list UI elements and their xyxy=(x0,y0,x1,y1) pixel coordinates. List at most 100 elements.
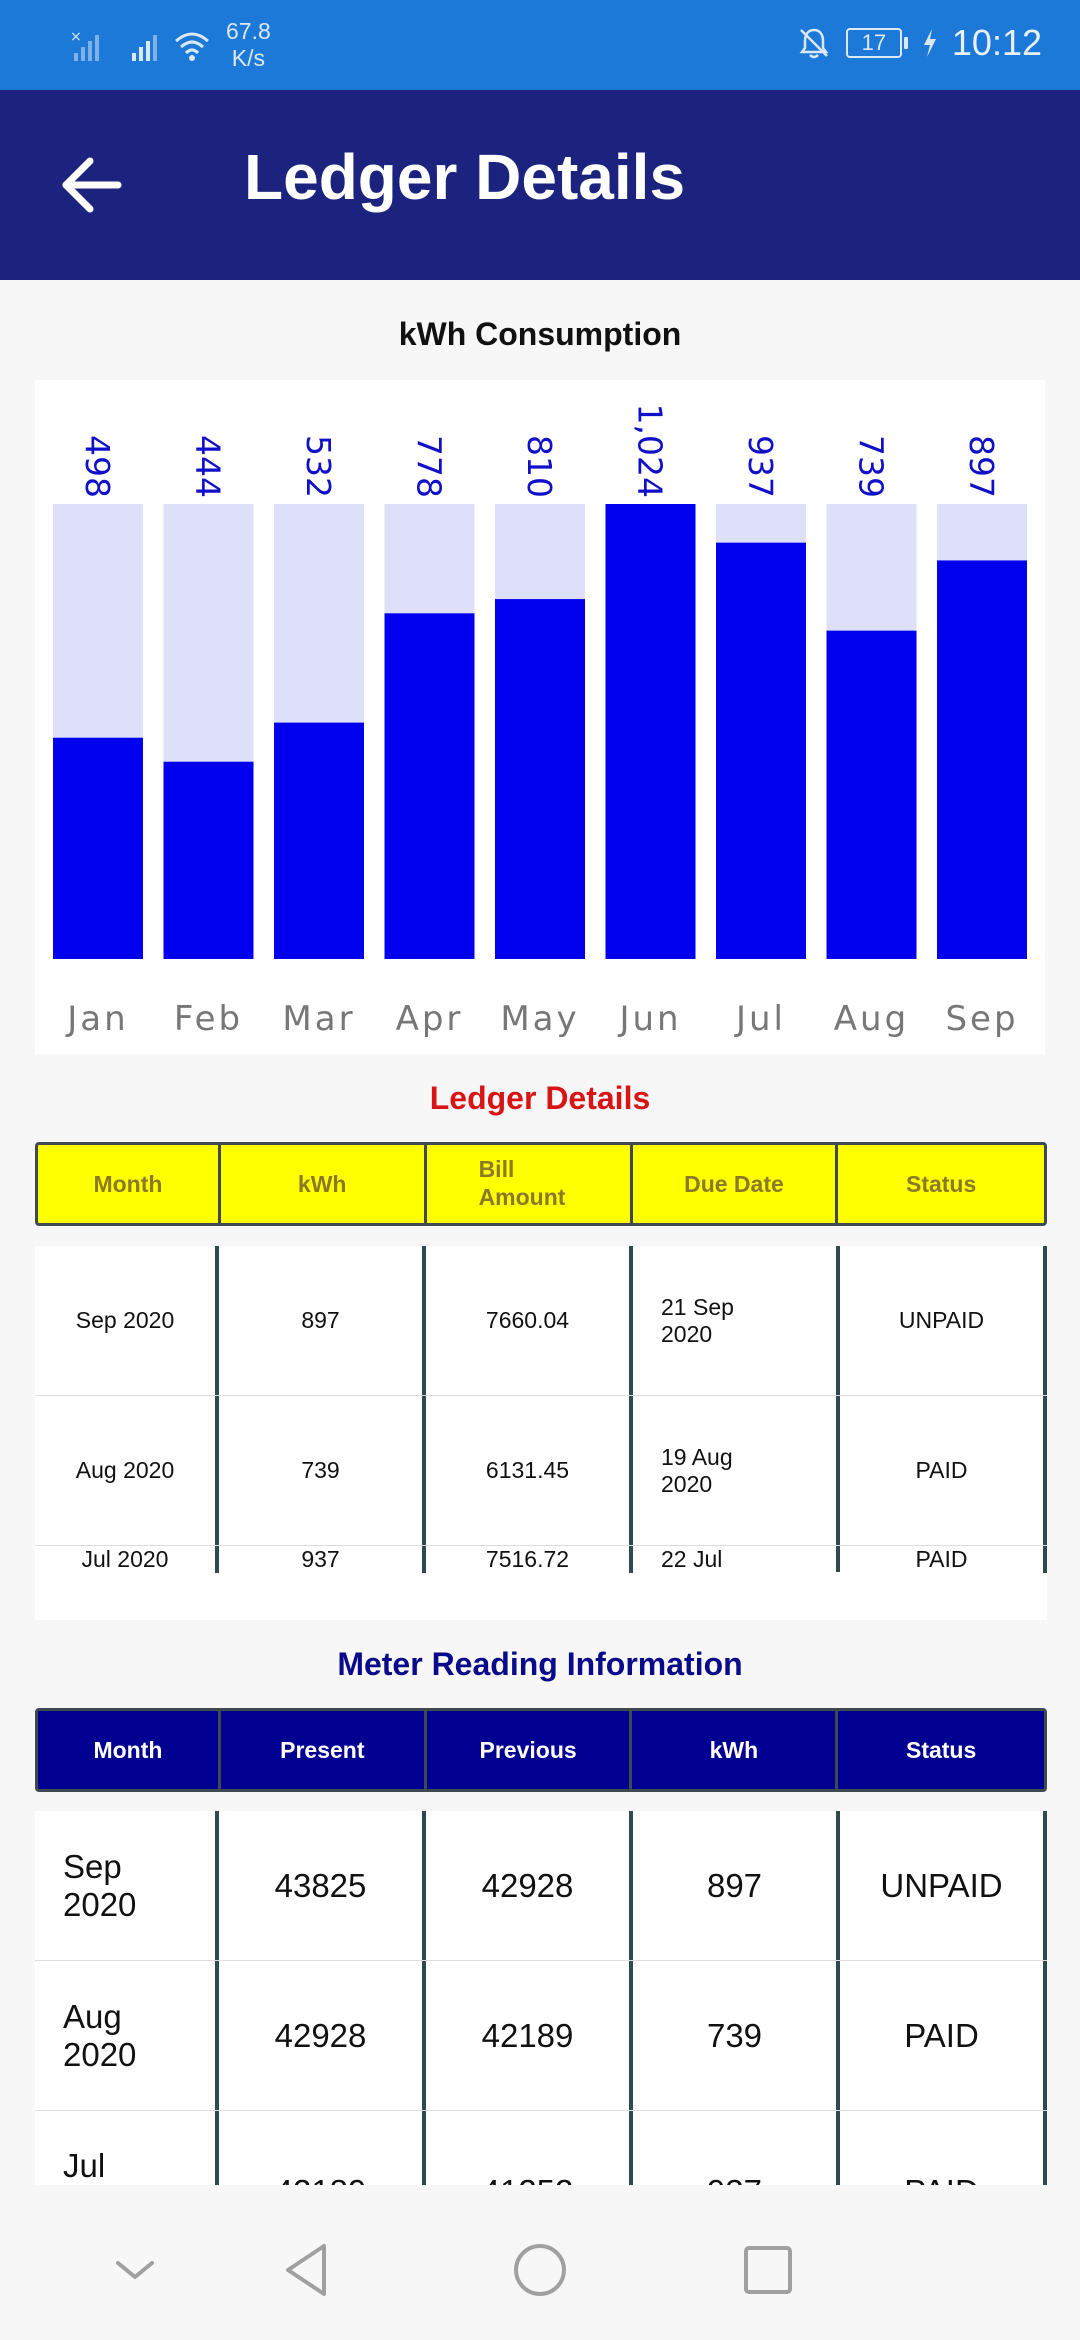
bar-feb[interactable] xyxy=(163,761,254,959)
ledger-due-cell: 22 Jul xyxy=(633,1546,840,1573)
ledger-due-cell: 21 Sep 2020 xyxy=(633,1246,840,1395)
ledger-status-cell: UNPAID xyxy=(840,1246,1047,1395)
ledger-col-status: Status xyxy=(905,1170,977,1197)
bar-apr[interactable] xyxy=(384,613,475,959)
nav-home-button[interactable] xyxy=(480,2200,600,2340)
x-tick-label: Aug xyxy=(834,999,909,1039)
bar-value-label: 897 xyxy=(962,435,1001,498)
battery-level: 17 xyxy=(845,28,902,58)
x-tick-label: Jul xyxy=(734,999,786,1039)
ledger-due-cell: 19 Aug 2020 xyxy=(633,1396,840,1545)
bar-value-label: 739 xyxy=(852,435,891,498)
ledger-status-cell: PAID xyxy=(840,1546,1047,1573)
wifi-icon xyxy=(175,32,209,61)
system-nav-bar xyxy=(0,2200,1080,2340)
meter-status-cell: UNPAID xyxy=(840,1811,1047,1960)
ledger-month-cell: Sep 2020 xyxy=(35,1246,219,1395)
bar-may[interactable] xyxy=(495,599,585,959)
meter-month-cell: Sep 2020 xyxy=(35,1811,219,1960)
nav-recent-button[interactable] xyxy=(708,2200,828,2340)
meter-previous-cell: 42928 xyxy=(426,1811,633,1960)
bar-value-label: 778 xyxy=(410,435,449,498)
meter-month-text: Aug 2020 xyxy=(63,1997,137,2073)
bar-jul[interactable] xyxy=(716,542,806,959)
ledger-table-body[interactable]: Sep 2020 897 7660.04 21 Sep 2020 UNPAID … xyxy=(35,1246,1047,1620)
ledger-table-header: Month kWh Bill Amount Due Date Status xyxy=(35,1142,1047,1226)
meter-table-body[interactable]: Sep 2020 43825 42928 897 UNPAID Aug 2020… xyxy=(35,1811,1047,2185)
meter-month-text: Sep 2020 xyxy=(63,1847,137,1923)
table-row[interactable]: Jul 42189 41252 937 PAID xyxy=(35,2111,1047,2185)
signal-icon xyxy=(132,35,157,61)
network-speed: 67.8 K/s xyxy=(226,18,271,72)
square-recent-icon xyxy=(744,2246,792,2294)
status-right: 17 10:12 xyxy=(796,22,1042,64)
table-row[interactable]: Sep 2020 897 7660.04 21 Sep 2020 UNPAID xyxy=(35,1246,1047,1396)
table-row[interactable]: Aug 2020 739 6131.45 19 Aug 2020 PAID xyxy=(35,1396,1047,1546)
meter-present-cell: 42928 xyxy=(219,1961,426,2110)
meter-kwh-cell: 897 xyxy=(633,1811,840,1960)
meter-table-header: Month Present Previous kWh Status xyxy=(35,1708,1047,1792)
table-row[interactable]: Sep 2020 43825 42928 897 UNPAID xyxy=(35,1811,1047,1961)
ledger-month-cell: Jul 2020 xyxy=(35,1546,219,1573)
ledger-due-text: 21 Sep 2020 xyxy=(661,1294,734,1347)
nav-hide-button[interactable] xyxy=(75,2200,195,2340)
ledger-col-bill-amount-label: Bill Amount xyxy=(478,1156,566,1210)
ledger-status-cell: PAID xyxy=(840,1396,1047,1545)
bar-jun[interactable] xyxy=(605,504,696,959)
kwh-chart-svg: 498 Jan 444 Feb 532 Mar 778 Apr 810 May 1,024 Jun 93… xyxy=(53,404,1027,1039)
speed-value: 67.8 xyxy=(226,18,271,44)
charging-bolt-icon xyxy=(923,29,936,57)
ledger-col-kwh: kWh xyxy=(221,1145,427,1223)
bar-jan[interactable] xyxy=(53,737,143,959)
x-tick-label: Apr xyxy=(396,999,464,1039)
ledger-kwh-cell: 937 xyxy=(219,1546,426,1573)
meter-status-cell: PAID xyxy=(840,1961,1047,2110)
meter-month-cell: Aug 2020 xyxy=(35,1961,219,2110)
x-tick-label: Mar xyxy=(282,999,355,1039)
chart-title: kWh Consumption xyxy=(398,316,682,352)
bar-value-label: 810 xyxy=(520,435,559,498)
status-left: × 67.8 K/s xyxy=(68,18,271,72)
nav-back-button[interactable] xyxy=(248,2200,368,2340)
ledger-due-text: 22 Jul xyxy=(661,1546,723,1572)
ledger-month-cell: Aug 2020 xyxy=(35,1396,219,1545)
ledger-kwh-cell: 739 xyxy=(219,1396,426,1545)
ledger-amount-cell: 7660.04 xyxy=(426,1246,633,1395)
ledger-kwh-cell: 897 xyxy=(219,1246,426,1395)
meter-col-previous: Previous xyxy=(427,1711,633,1789)
svg-text:×: × xyxy=(70,29,82,45)
meter-col-month: Month xyxy=(38,1711,221,1789)
bar-value-label: 937 xyxy=(741,435,780,498)
app-bar: Ledger Details xyxy=(0,90,1080,280)
kwh-chart: 498 Jan 444 Feb 532 Mar 778 Apr 810 May 1,024 Jun 93… xyxy=(35,380,1045,1054)
x-tick-label: Sep xyxy=(945,999,1018,1039)
speed-unit: K/s xyxy=(231,45,265,71)
bar-aug[interactable] xyxy=(826,630,917,959)
meter-present-cell: 42189 xyxy=(219,2111,426,2185)
clock: 10:12 xyxy=(951,22,1042,63)
bar-value-label: 532 xyxy=(299,435,338,498)
ledger-title: Ledger Details xyxy=(429,1080,651,1116)
bar-value-label: 444 xyxy=(189,435,228,498)
ledger-col-bill-amount: Bill Amount xyxy=(427,1145,633,1223)
status-bar: × 67.8 K/s 17 10 xyxy=(0,0,1080,90)
bell-muted-icon xyxy=(799,28,829,59)
chevron-down-icon xyxy=(116,2261,154,2279)
table-row[interactable]: Jul 2020 937 7516.72 22 Jul PAID xyxy=(35,1546,1047,1620)
bar-sep[interactable] xyxy=(937,560,1027,959)
table-row[interactable]: Aug 2020 42928 42189 739 PAID xyxy=(35,1961,1047,2111)
meter-month-text: Jul xyxy=(63,2147,106,2184)
back-button[interactable] xyxy=(58,150,128,220)
meter-col-present: Present xyxy=(221,1711,427,1789)
x-tick-label: May xyxy=(500,999,579,1039)
bar-value-label: 498 xyxy=(78,435,117,498)
battery-indicator: 17 xyxy=(845,28,908,58)
meter-month-cell: Jul xyxy=(35,2111,219,2185)
triangle-back-icon xyxy=(286,2244,326,2296)
x-tick-label: Jun xyxy=(617,999,681,1039)
battery-tip xyxy=(903,37,908,49)
meter-kwh-cell: 937 xyxy=(633,2111,840,2185)
ledger-col-month: Month xyxy=(38,1145,221,1223)
no-sim-signal-icon: × xyxy=(70,29,99,61)
bar-mar[interactable] xyxy=(274,722,364,959)
